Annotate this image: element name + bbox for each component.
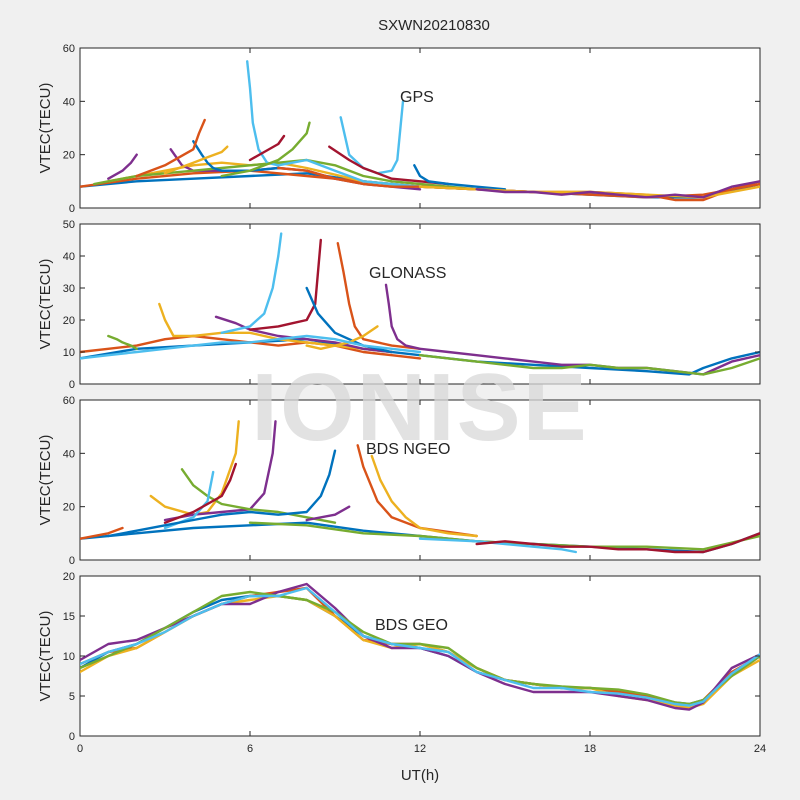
x-tick-label: 6 [247,743,253,755]
series-line [370,454,478,538]
series-line [163,462,237,524]
y-tick-label: 0 [69,379,75,391]
panel-label: GPS [400,89,434,106]
series-line [305,325,379,350]
series-line [107,449,337,538]
panel-label: BDS NGEO [366,441,450,458]
series-line [246,60,422,188]
y-tick-label: 30 [63,283,75,295]
series-line [475,180,760,199]
panel-2: 0 10 20 30 40 50 VTEC(TECU) GLONASS [37,219,761,391]
x-tick-label: 0 [77,743,83,755]
x-tick-label: 18 [584,743,596,755]
y-tick-label: 60 [63,395,75,407]
series-line [305,505,351,522]
y-axis-label: VTEC(TECU) [37,611,54,702]
series-line [180,468,337,524]
series-line [220,121,311,178]
series-group [80,232,760,376]
series-line [163,145,229,175]
series-line [80,586,760,707]
series-line [328,145,450,186]
series-group [80,420,760,554]
series-line [149,420,240,516]
x-tick-label: 12 [414,743,426,755]
series-line [93,158,478,191]
y-tick-label: 0 [69,203,75,215]
y-tick-label: 20 [63,315,75,327]
series-line [475,532,760,554]
y-tick-label: 40 [63,251,75,263]
figure-title: SXWN20210830 [378,17,490,34]
series-line [220,232,283,334]
y-tick-label: 20 [63,571,75,583]
y-tick-label: 0 [69,731,75,743]
y-axis-label: VTEC(TECU) [37,259,54,350]
y-tick-label: 20 [63,502,75,514]
series-line [413,164,507,191]
series-line [135,118,206,178]
series-line [418,537,577,554]
y-tick-label: 15 [63,611,75,623]
panel-4: 0 5 10 15 20 0 6 12 18 24 VTEC(TECU) BDS GEO [37,571,766,755]
series-group [80,60,760,202]
series-line [80,590,760,706]
panel-label: GLONASS [369,265,446,282]
x-axis-label: UT(h) [401,767,439,784]
panel-label: BDS GEO [375,617,448,634]
y-tick-label: 40 [63,96,75,108]
y-axis-label: VTEC(TECU) [37,435,54,526]
y-tick-label: 60 [63,43,75,55]
y-tick-label: 40 [63,448,75,460]
series-line [80,526,124,540]
y-tick-label: 10 [63,651,75,663]
series-line [336,242,422,350]
series-line [248,521,760,551]
panel-3: 0 20 40 60 VTEC(TECU) BDS NGEO [37,395,761,567]
y-axis-label: VTEC(TECU) [37,83,54,174]
series-line [248,238,322,331]
y-tick-label: 20 [63,150,75,162]
watermark: IONISE [251,354,588,461]
y-tick-label: 0 [69,555,75,567]
x-tick-label: 24 [754,743,766,755]
y-tick-label: 10 [63,347,75,359]
series-line [80,334,422,360]
y-tick-label: 5 [69,691,75,703]
series-line [107,334,138,350]
plot-area [79,575,761,737]
series-group [80,582,760,711]
panel-1: 0 20 40 60 VTEC(TECU) GPS [37,43,761,215]
series-line [418,354,760,376]
series-line [158,302,393,354]
y-tick-label: 50 [63,219,75,231]
series-line [107,153,138,180]
series-line [248,134,286,162]
plot-area [79,399,761,561]
